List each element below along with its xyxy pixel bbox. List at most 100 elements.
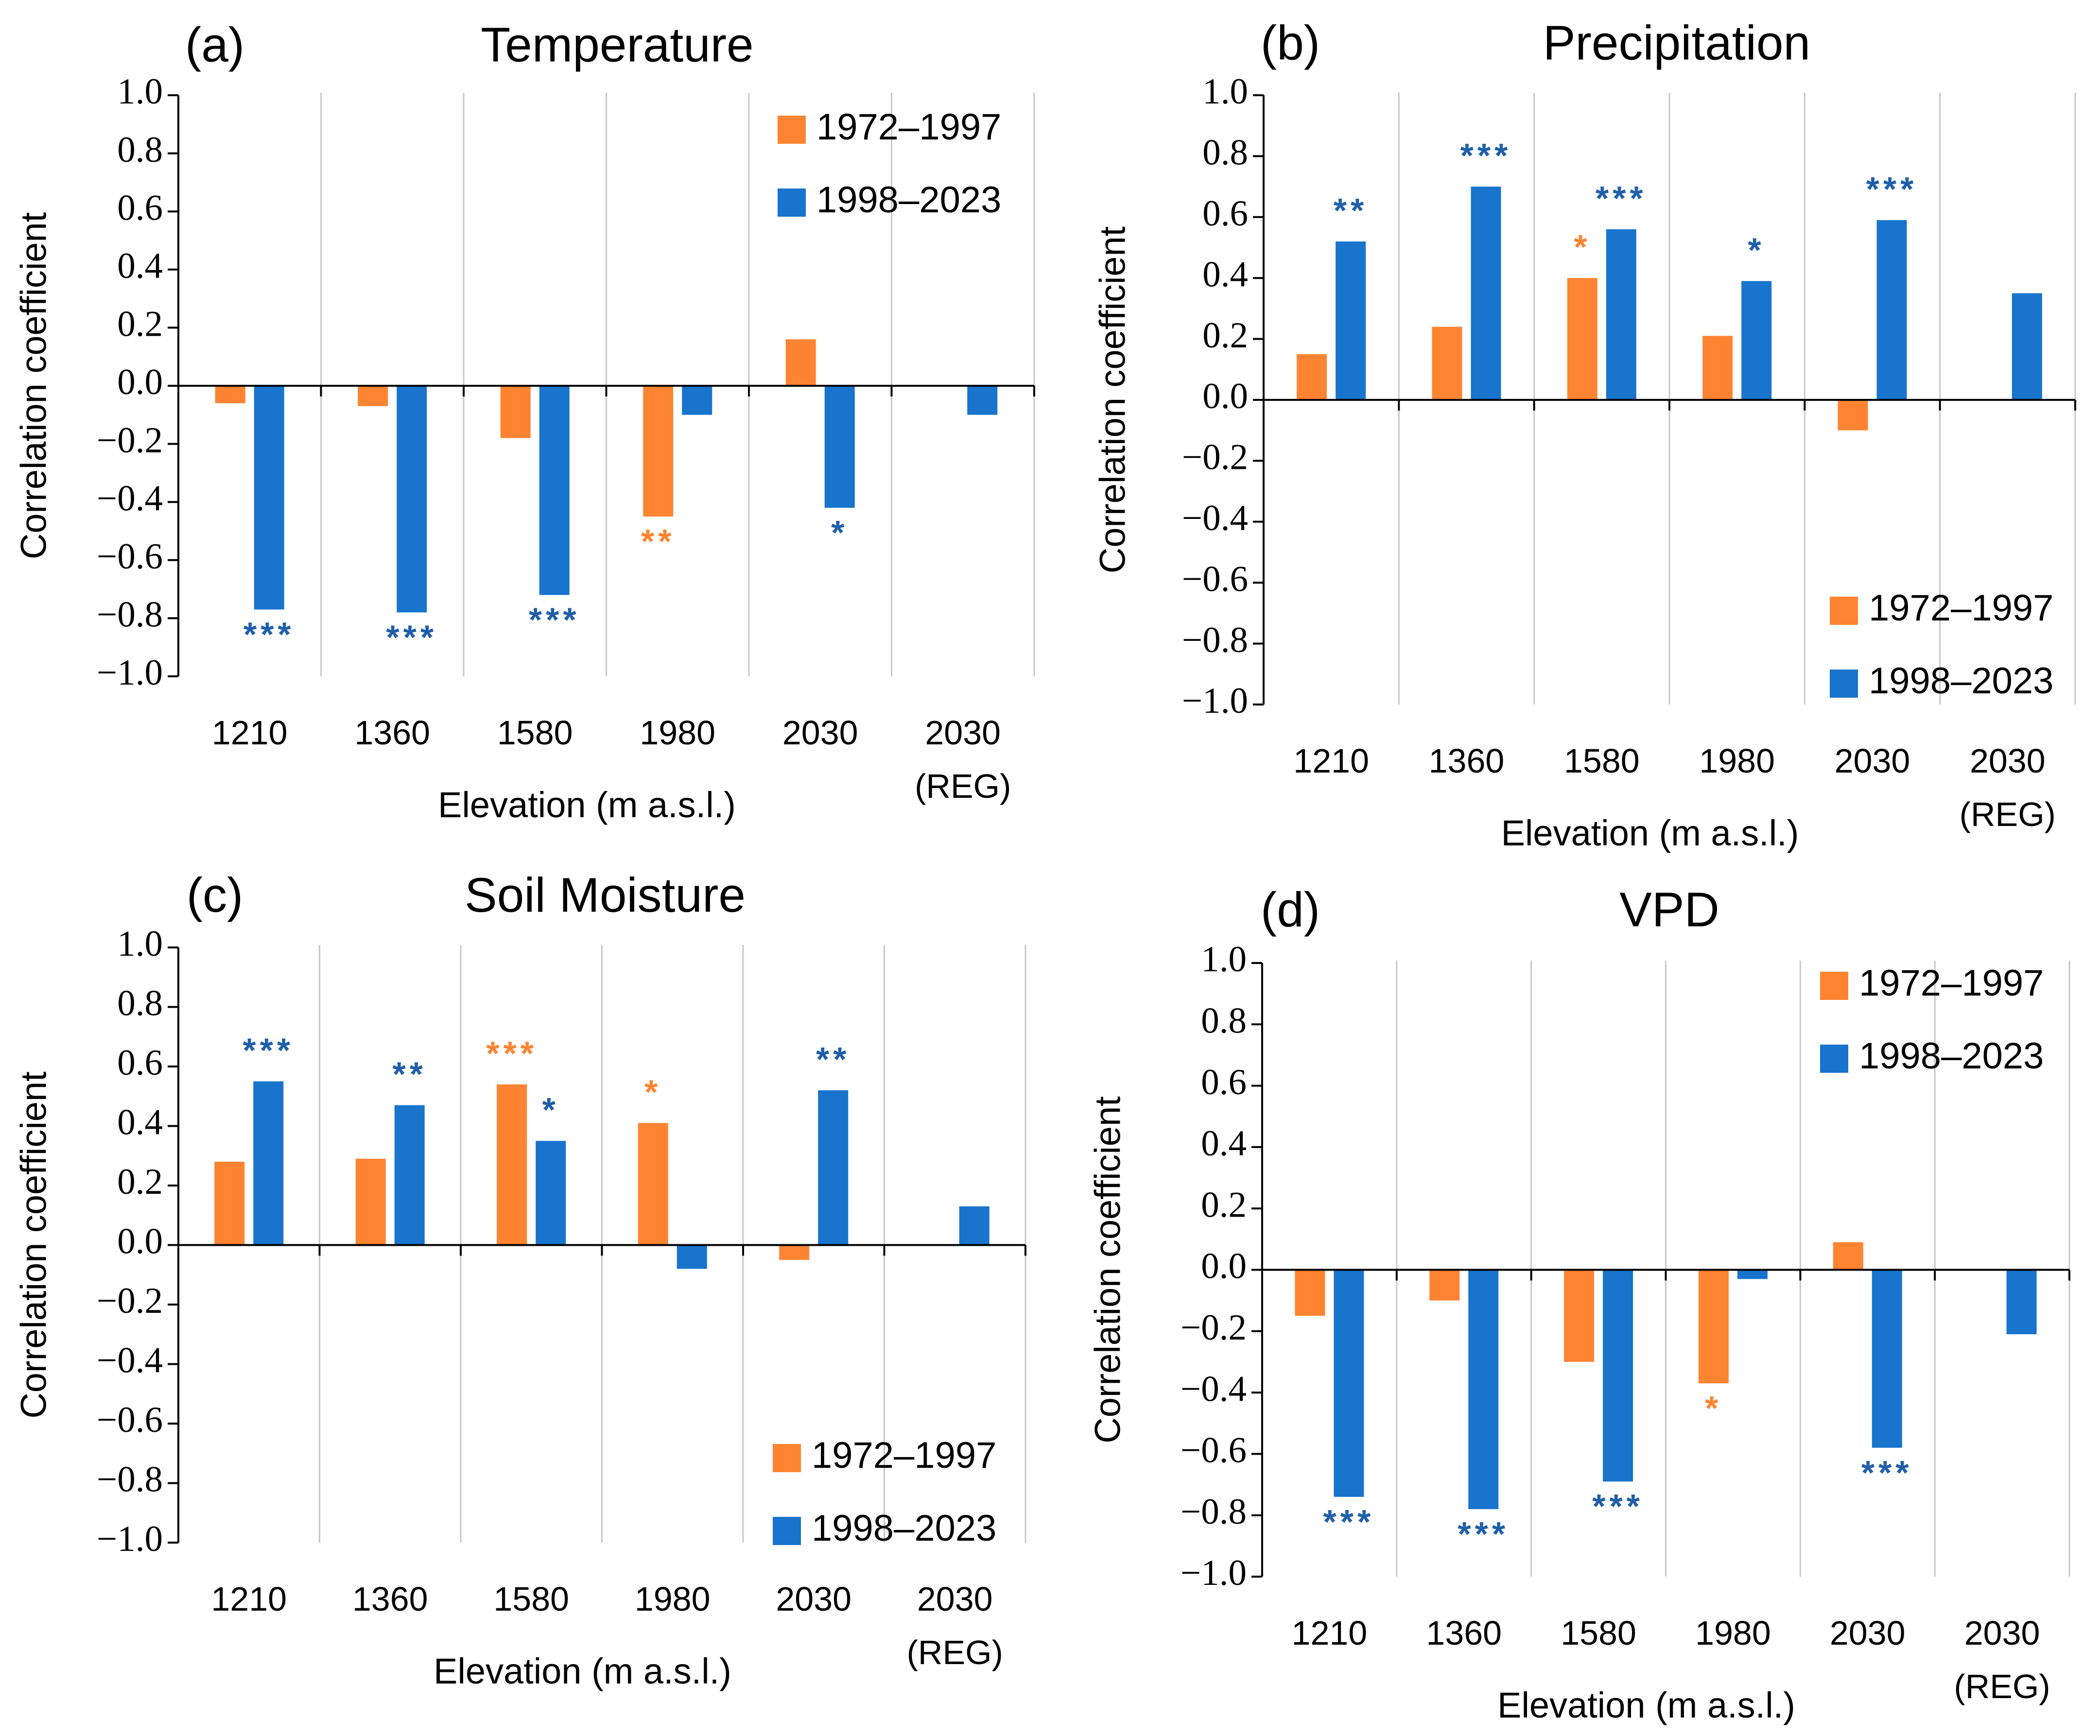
y-axis-title: Correlation coefficient xyxy=(1088,1096,1128,1444)
x-category-label: 2030 xyxy=(925,714,1001,752)
bar-period1 xyxy=(1432,327,1462,400)
x-category-label: 2030 xyxy=(1835,742,1910,780)
y-tick-label: 0.4 xyxy=(1201,1123,1247,1164)
significance-marker: * xyxy=(1574,228,1591,266)
x-category-label: 2030 xyxy=(917,1580,993,1618)
significance-marker: *** xyxy=(1596,179,1647,217)
legend-label: 1972–1997 xyxy=(816,106,1001,148)
significance-marker: * xyxy=(831,514,848,551)
significance-marker: *** xyxy=(486,1034,538,1072)
bar-period1 xyxy=(1567,278,1597,400)
x-category-label: 1580 xyxy=(493,1580,569,1618)
bar-period2 xyxy=(824,386,855,508)
bar-period2 xyxy=(1872,1270,1902,1448)
y-tick-label: −0.8 xyxy=(97,1460,163,1500)
y-tick-label: −1.0 xyxy=(97,653,163,693)
y-tick-label: 1.0 xyxy=(1202,71,1248,112)
x-category-label: 1210 xyxy=(1292,1614,1368,1652)
legend-swatch-period1 xyxy=(773,1444,801,1472)
y-tick-label: −0.2 xyxy=(1182,437,1248,478)
legend-label: 1972–1997 xyxy=(1869,587,2053,629)
x-category-label: 1980 xyxy=(635,1580,711,1618)
bar-period2 xyxy=(682,386,712,415)
legend-label: 1998–2023 xyxy=(1869,660,2053,702)
bar-period2 xyxy=(818,1090,849,1245)
legend-swatch-period2 xyxy=(1830,670,1858,698)
x-category-label: 2030 xyxy=(776,1580,851,1618)
panel-title: Precipitation xyxy=(1543,16,1810,70)
legend-label: 1972–1997 xyxy=(1859,963,2044,1004)
y-tick-label: −0.4 xyxy=(97,1341,163,1381)
x-category-label: 1210 xyxy=(1293,742,1369,780)
y-tick-label: 1.0 xyxy=(1201,939,1247,980)
y-tick-label: 0.4 xyxy=(117,1102,163,1143)
y-tick-label: −0.4 xyxy=(1180,1369,1247,1409)
bar-period1 xyxy=(638,1123,668,1245)
x-category-label: 1360 xyxy=(1429,742,1505,780)
x-category-label: 1580 xyxy=(1561,1614,1636,1652)
legend-label: 1998–2023 xyxy=(812,1508,996,1549)
x-axis-title: Elevation (m a.s.l.) xyxy=(438,785,736,825)
chart-panel-4: (d) VPD 1.0 0.8 0.6 0.4 0.2 0.0 −0.2 −0.4 −0.6 −0.8… xyxy=(1088,882,2070,1725)
x-axis-title: Elevation (m a.s.l.) xyxy=(1497,1685,1795,1725)
significance-marker: ** xyxy=(393,1055,427,1093)
significance-marker: *** xyxy=(1458,1515,1509,1553)
y-tick-label: −1.0 xyxy=(1182,681,1248,721)
y-tick-label: 0.0 xyxy=(1201,1246,1247,1287)
x-category-label: 1580 xyxy=(497,714,573,752)
y-tick-label: −1.0 xyxy=(1180,1553,1247,1593)
y-tick-label: 1.0 xyxy=(117,71,163,112)
bar-period1 xyxy=(1838,400,1868,430)
chart-panel-1: (a) Temperature 1.0 0.8 0.6 0.4 0.2 0.0 −0.2 −0.4… xyxy=(14,17,1035,825)
significance-marker: * xyxy=(1705,1389,1722,1427)
bar-period2 xyxy=(677,1245,707,1269)
bar-period1 xyxy=(1297,354,1327,400)
x-category-label: (REG) xyxy=(915,767,1011,805)
chart-panel-3: (c) Soil Moisture 1.0 0.8 0.6 0.4 0.2 0.0 −0.2 −0… xyxy=(14,868,1026,1691)
y-tick-label: 0.6 xyxy=(1201,1062,1247,1102)
bar-period2 xyxy=(397,386,427,613)
y-tick-label: 0.2 xyxy=(117,304,163,344)
x-axis-title: Elevation (m a.s.l.) xyxy=(434,1651,731,1691)
y-tick-label: 0.2 xyxy=(1202,315,1248,356)
bar-period2 xyxy=(1336,241,1366,400)
panel-title: Temperature xyxy=(481,17,753,72)
bar-period2 xyxy=(1603,1270,1633,1482)
bar-period1 xyxy=(1429,1270,1460,1301)
bar-period2 xyxy=(539,386,570,595)
y-tick-label: −0.4 xyxy=(1182,498,1248,538)
bar-period1 xyxy=(779,1245,810,1260)
y-axis-title: Correlation coefficient xyxy=(14,212,54,559)
x-category-label: 1980 xyxy=(1695,1614,1771,1652)
significance-marker: ** xyxy=(816,1040,850,1078)
y-tick-label: −0.2 xyxy=(97,1281,163,1321)
significance-marker: * xyxy=(1748,231,1765,269)
y-tick-label: 0.6 xyxy=(117,188,163,228)
y-tick-label: −0.8 xyxy=(1182,620,1248,660)
legend-label: 1972–1997 xyxy=(812,1435,996,1476)
y-tick-label: 0.2 xyxy=(117,1162,163,1202)
significance-marker: *** xyxy=(1861,1454,1913,1492)
panel-label: (d) xyxy=(1261,882,1320,937)
significance-marker: *** xyxy=(243,615,295,653)
y-tick-label: −0.8 xyxy=(1180,1492,1247,1532)
y-tick-label: 0.8 xyxy=(1201,1001,1247,1041)
bar-period1 xyxy=(358,386,388,406)
x-category-label: (REG) xyxy=(907,1633,1003,1671)
y-axis-title: Correlation coefficient xyxy=(14,1071,54,1419)
panel-label: (a) xyxy=(185,17,244,72)
y-tick-label: 0.0 xyxy=(117,1221,163,1262)
bar-period2 xyxy=(1741,281,1772,400)
y-tick-label: −0.6 xyxy=(1180,1430,1247,1471)
x-category-label: 1360 xyxy=(354,714,430,752)
x-category-label: 1980 xyxy=(640,714,715,752)
y-tick-label: 0.0 xyxy=(117,362,163,402)
bar-period2 xyxy=(394,1105,425,1245)
x-axis-title: Elevation (m a.s.l.) xyxy=(1501,813,1799,853)
y-axis-title: Correlation coefficient xyxy=(1093,226,1133,573)
legend: 1972–1997 1998–2023 xyxy=(1820,963,2044,1077)
x-category-label: 1210 xyxy=(212,714,288,752)
bar-period2 xyxy=(959,1206,989,1245)
legend-swatch-period1 xyxy=(1820,972,1848,1000)
